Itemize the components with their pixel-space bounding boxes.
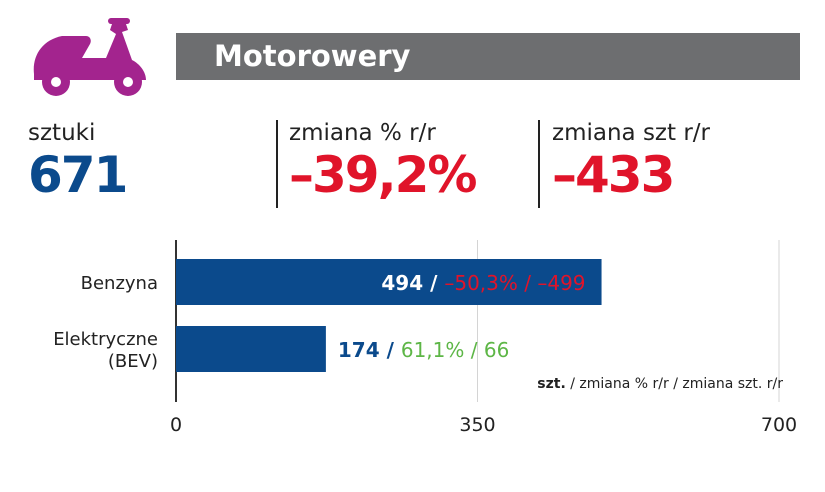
legend-note: szt. / zmiana % r/r / zmiana szt. r/r xyxy=(537,376,783,392)
x-tick-label: 0 xyxy=(170,414,182,436)
bar xyxy=(176,259,602,305)
stat-units-value: 671 xyxy=(28,146,128,204)
bar-chart: 0 350 700 Benzyna 494 / –50,3% / –499 Elektry… xyxy=(53,240,797,436)
scooter-icon xyxy=(33,18,147,96)
x-tick-label: 700 xyxy=(761,414,797,436)
stat-unit-change-value: –433 xyxy=(552,146,675,204)
stat-units: sztuki 671 xyxy=(28,118,128,204)
data-label: 174 / 61,1% / 66 xyxy=(338,338,509,362)
stat-percent-change-value: –39,2% xyxy=(289,146,477,204)
stat-divider xyxy=(276,120,278,208)
stat-percent-change-label: zmiana % r/r xyxy=(289,120,436,146)
stat-unit-change: zmiana szt r/r –433 xyxy=(552,118,710,202)
x-tick-label: 350 xyxy=(459,414,495,436)
stat-units-label: sztuki xyxy=(28,120,96,146)
bar xyxy=(176,326,326,372)
category-label: Benzyna xyxy=(81,273,158,294)
stat-divider xyxy=(538,120,540,208)
category-label: (BEV) xyxy=(108,351,158,372)
page-title: Motorowery xyxy=(176,33,800,80)
stat-percent-change: zmiana % r/r –39,2% xyxy=(289,118,477,204)
data-label: 494 / –50,3% / –499 xyxy=(381,271,585,295)
category-label: Elektryczne xyxy=(53,329,158,350)
stat-unit-change-label: zmiana szt r/r xyxy=(552,120,710,146)
